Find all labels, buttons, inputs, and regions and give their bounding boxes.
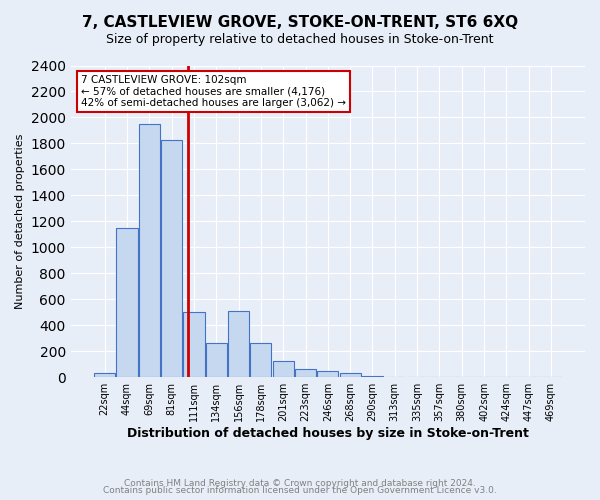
Text: Size of property relative to detached houses in Stoke-on-Trent: Size of property relative to detached ho… [106,32,494,46]
Y-axis label: Number of detached properties: Number of detached properties [15,134,25,309]
Bar [161,140,182,377]
Bar [206,343,227,377]
Text: Contains public sector information licensed under the Open Government Licence v3: Contains public sector information licen… [103,486,497,495]
Bar [250,343,271,377]
Bar [384,376,406,377]
Bar [116,228,137,377]
Bar [94,374,115,377]
Bar [362,376,383,377]
X-axis label: Distribution of detached houses by size in Stoke-on-Trent: Distribution of detached houses by size … [127,427,529,440]
Bar [340,374,361,377]
Bar [139,124,160,377]
Bar [317,370,338,377]
Bar [228,311,249,377]
Text: Contains HM Land Registry data © Crown copyright and database right 2024.: Contains HM Land Registry data © Crown c… [124,478,476,488]
Bar [272,361,294,377]
Text: 7, CASTLEVIEW GROVE, STOKE-ON-TRENT, ST6 6XQ: 7, CASTLEVIEW GROVE, STOKE-ON-TRENT, ST6… [82,15,518,30]
Text: 7 CASTLEVIEW GROVE: 102sqm
← 57% of detached houses are smaller (4,176)
42% of s: 7 CASTLEVIEW GROVE: 102sqm ← 57% of deta… [81,75,346,108]
Bar [184,312,205,377]
Bar [295,370,316,377]
